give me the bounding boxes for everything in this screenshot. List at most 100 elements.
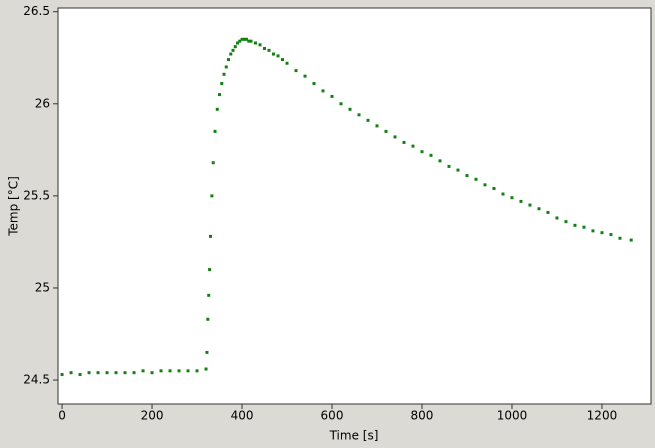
point	[60, 373, 64, 377]
point	[186, 369, 190, 373]
y-tick-label: 24.5	[23, 373, 50, 387]
point	[78, 373, 82, 377]
point	[492, 187, 496, 191]
x-tick-label: 800	[411, 409, 434, 423]
point	[249, 39, 253, 43]
point	[366, 118, 370, 122]
y-tick-label: 26	[35, 96, 50, 110]
point	[600, 231, 604, 235]
point	[247, 39, 251, 43]
point	[240, 37, 244, 41]
point	[231, 48, 235, 52]
point	[411, 144, 415, 148]
point	[420, 150, 424, 154]
x-tick-label: 200	[141, 409, 164, 423]
point	[105, 371, 109, 375]
point	[215, 107, 219, 111]
point	[207, 293, 211, 297]
point	[339, 102, 343, 106]
point	[132, 371, 136, 375]
point	[123, 371, 127, 375]
point	[438, 159, 442, 163]
point	[220, 82, 224, 86]
point	[208, 268, 212, 272]
y-tick-label: 25	[35, 280, 50, 294]
point	[285, 61, 289, 65]
point	[456, 168, 460, 172]
point	[177, 369, 181, 373]
point	[348, 107, 352, 111]
point	[229, 52, 233, 56]
point	[393, 135, 397, 139]
point	[205, 350, 209, 354]
point	[312, 82, 316, 86]
point	[384, 129, 388, 133]
y-axis-label: Temp [°C]	[7, 176, 21, 237]
x-tick-label: 1200	[587, 409, 618, 423]
x-axis-label: Time [s]	[329, 429, 379, 443]
point	[222, 72, 226, 76]
point	[546, 210, 550, 214]
point	[195, 369, 199, 373]
plot-area	[57, 7, 652, 405]
point	[281, 58, 285, 62]
x-tick-label: 0	[58, 409, 66, 423]
point	[227, 58, 231, 62]
point	[510, 196, 514, 200]
point	[211, 161, 215, 165]
point	[245, 37, 249, 41]
point	[233, 45, 237, 49]
point	[591, 229, 595, 233]
point	[263, 47, 267, 51]
point	[402, 140, 406, 144]
point	[141, 369, 145, 373]
point	[204, 367, 208, 371]
point	[501, 192, 505, 196]
point	[537, 207, 541, 211]
point	[69, 371, 73, 375]
point	[582, 225, 586, 229]
point	[242, 37, 246, 41]
x-tick-label: 1000	[497, 409, 528, 423]
point	[114, 371, 118, 375]
point	[213, 129, 217, 133]
point	[210, 194, 214, 198]
point	[236, 41, 240, 45]
y-tick-label: 25.5	[23, 188, 50, 202]
point	[238, 39, 242, 43]
point	[150, 371, 154, 375]
point	[321, 89, 325, 93]
x-tick-label: 400	[231, 409, 254, 423]
point	[483, 183, 487, 187]
point	[555, 216, 559, 220]
point	[528, 203, 532, 207]
point	[303, 74, 307, 78]
point	[573, 223, 577, 227]
point	[519, 199, 523, 203]
point	[218, 93, 222, 97]
point	[629, 238, 633, 242]
point	[168, 369, 172, 373]
point	[224, 65, 228, 69]
point	[294, 69, 298, 73]
point	[564, 220, 568, 224]
point	[159, 369, 163, 373]
point	[272, 52, 276, 56]
point	[609, 233, 613, 237]
point	[465, 174, 469, 178]
y-tick-label: 26.5	[23, 4, 50, 18]
point	[96, 371, 100, 375]
point	[209, 234, 213, 238]
point	[618, 236, 622, 240]
point	[330, 94, 334, 98]
point	[357, 113, 361, 117]
point	[258, 43, 262, 47]
x-tick-label: 600	[321, 409, 344, 423]
point	[474, 177, 478, 181]
point	[276, 54, 280, 58]
point	[267, 48, 271, 52]
point	[429, 153, 433, 157]
point	[87, 371, 91, 375]
